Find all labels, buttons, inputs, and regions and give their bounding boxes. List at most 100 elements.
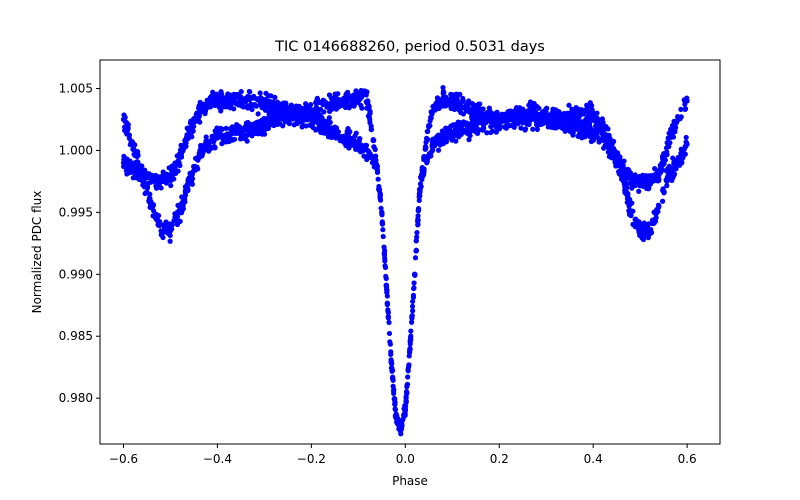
data-point-upper [511, 124, 517, 130]
data-point-lower [512, 108, 518, 114]
data-point-upper [424, 135, 430, 141]
x-tick-label: −0.6 [109, 452, 138, 466]
data-point-lower [460, 122, 466, 128]
data-point-upper [657, 166, 663, 172]
data-point-lower [576, 123, 582, 129]
data-point-lower [635, 220, 641, 226]
data-point-lower [271, 120, 277, 126]
data-point-lower [669, 177, 675, 183]
data-point-lower [296, 103, 302, 109]
data-point-lower [178, 203, 184, 209]
data-point-lower [379, 219, 385, 225]
data-point-lower [172, 214, 178, 220]
data-point-lower [337, 135, 343, 141]
data-point-lower [383, 275, 389, 282]
data-point-upper [202, 108, 209, 114]
data-point-upper [661, 161, 667, 167]
data-point-lower [285, 112, 292, 118]
data-point-upper [590, 110, 597, 116]
data-point-upper [172, 160, 178, 166]
data-point-upper [382, 255, 388, 261]
data-point-lower [480, 127, 486, 133]
data-point-lower [375, 186, 382, 192]
data-point-upper [684, 95, 690, 101]
data-point-upper [412, 255, 419, 261]
data-point-lower [233, 130, 239, 137]
data-point-upper [445, 98, 451, 104]
data-point-lower [155, 222, 161, 228]
data-point-upper [453, 101, 459, 107]
data-point-upper [441, 94, 447, 100]
data-point-lower [483, 119, 489, 126]
data-point-lower [600, 137, 606, 143]
data-point-lower [646, 228, 653, 234]
data-point-upper [638, 179, 644, 185]
data-point-upper [371, 144, 377, 150]
data-point-lower [660, 186, 666, 192]
data-point-lower [417, 188, 423, 194]
data-point-lower [390, 374, 396, 380]
data-point-lower [416, 197, 422, 204]
data-point-lower [236, 124, 243, 130]
data-point-lower [353, 146, 359, 152]
data-point-lower [388, 358, 394, 365]
data-point-lower [141, 184, 148, 190]
data-point-upper [410, 308, 416, 314]
data-point-lower [345, 137, 351, 143]
data-point-upper [645, 176, 651, 182]
data-point-lower [122, 163, 128, 169]
data-point-lower [544, 105, 550, 111]
data-point-lower [141, 176, 147, 182]
data-point-upper [164, 175, 170, 181]
data-point-lower [356, 136, 363, 142]
data-point-upper [381, 250, 387, 256]
data-point-lower [195, 157, 201, 163]
data-point-upper [210, 89, 216, 95]
data-point-upper [142, 170, 149, 176]
data-point-upper [586, 103, 592, 109]
data-point-lower [500, 112, 506, 118]
data-point-lower [188, 174, 194, 180]
data-point-lower [439, 128, 445, 134]
data-point-upper [664, 140, 670, 146]
data-point-lower [139, 167, 145, 174]
data-point-lower [536, 105, 542, 111]
data-point-lower [286, 121, 292, 127]
data-point-upper [132, 142, 138, 148]
data-point-lower [663, 177, 669, 183]
data-point-lower [680, 155, 686, 161]
data-point-lower [382, 264, 389, 271]
data-point-lower [399, 421, 405, 428]
data-point-upper [405, 374, 411, 380]
data-point-upper [673, 124, 679, 131]
data-point-lower [482, 115, 489, 121]
y-tick-label: 0.995 [59, 205, 93, 219]
data-point-upper [365, 105, 371, 111]
data-point-lower [640, 236, 647, 243]
data-point-upper [454, 95, 460, 101]
data-point-upper [465, 106, 471, 113]
data-point-lower [229, 124, 235, 130]
data-point-lower [415, 221, 421, 227]
data-point-lower [561, 118, 567, 124]
data-point-upper [440, 84, 446, 91]
data-point-lower [436, 132, 442, 138]
data-point-upper [153, 178, 160, 184]
data-point-lower [322, 130, 328, 136]
data-point-lower [627, 196, 633, 203]
data-point-upper [268, 103, 274, 109]
data-point-lower [443, 133, 449, 139]
data-point-lower [651, 209, 657, 215]
data-point-upper [682, 106, 689, 112]
data-point-upper [665, 135, 671, 141]
data-point-lower [641, 220, 647, 226]
data-point-lower [206, 140, 212, 146]
data-point-lower [412, 272, 418, 278]
data-point-lower [404, 382, 410, 388]
y-axis: 0.980 0.985 0.990 0.995 1.000 1.005 [59, 81, 100, 405]
x-tick-label: −0.2 [297, 452, 326, 466]
data-point-upper [591, 114, 597, 120]
data-point-lower [527, 103, 534, 109]
data-point-lower [514, 112, 520, 118]
